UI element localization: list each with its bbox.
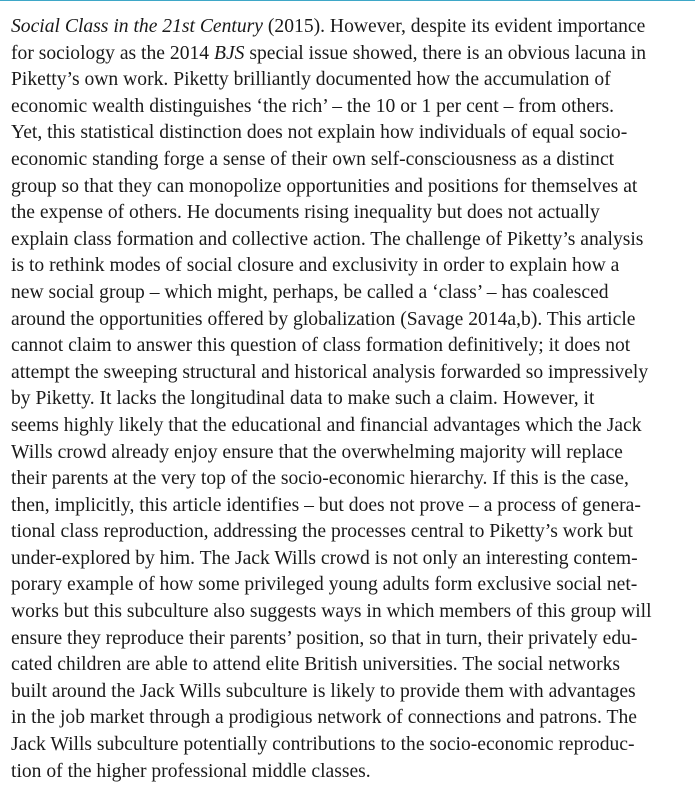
paragraph-line: under-explored by him. The Jack Wills cr…	[11, 547, 638, 569]
paragraph-line: is to rethink modes of social closure an…	[11, 255, 620, 277]
paragraph-line: works but this subculture also suggests …	[11, 601, 652, 623]
paragraph-line: Yet, this statistical distinction does n…	[11, 122, 628, 144]
paragraph-line: around the opportunities offered by glob…	[11, 308, 636, 330]
paragraph-line: attempt the sweeping structural and hist…	[11, 361, 649, 383]
paragraph-line: porary example of how some privileged yo…	[11, 574, 638, 596]
paragraph-line: economic standing forge a sense of their…	[11, 148, 615, 170]
paragraph-line: the expense of others. He documents risi…	[11, 202, 600, 224]
paragraph-line: for sociology as the 2014 BJS special is…	[11, 42, 647, 64]
paragraph-line: group so that they can monopolize opport…	[11, 175, 638, 197]
paragraph-line: in the job market through a prodigious n…	[11, 707, 637, 729]
journal-abbrev-italic: BJS	[213, 42, 245, 64]
paragraph-line: cated children are able to attend elite …	[11, 654, 621, 676]
paragraph-line: seems highly likely that the educational…	[11, 414, 642, 436]
paragraph-line: new social group – which might, perhaps,…	[11, 281, 609, 303]
paragraph-line: tional class reproduction, addressing th…	[11, 521, 633, 543]
paragraph-line: cannot claim to answer this question of …	[11, 335, 631, 357]
paragraph-line: built around the Jack Wills subculture i…	[11, 680, 636, 702]
paragraph-line: Jack Wills subculture potentially contri…	[11, 734, 635, 756]
body-paragraph: Social Class in the 21st Century (2015).…	[11, 14, 695, 785]
paragraph-line: Wills crowd already enjoy ensure that th…	[11, 441, 623, 463]
paragraph-line: ensure they reproduce their parents’ pos…	[11, 627, 638, 649]
paragraph-line: their parents at the very top of the soc…	[11, 468, 629, 490]
book-title-italic: Social Class in the 21st Century	[11, 16, 263, 37]
top-rule-divider	[0, 0, 695, 1]
paragraph-line: by Piketty. It lacks the longitudinal da…	[11, 388, 595, 410]
paragraph-line: Piketty’s own work. Piketty brilliantly …	[11, 69, 611, 91]
paragraph-line: economic wealth distinguishes ‘the rich’…	[11, 95, 615, 117]
paragraph-line: explain class formation and collective a…	[11, 228, 644, 250]
paragraph-line: then, implicitly, this article identifie…	[11, 494, 641, 516]
paragraph-line: tion of the higher professional middle c…	[11, 760, 371, 782]
paragraph-line: Social Class in the 21st Century (2015).…	[11, 16, 646, 37]
